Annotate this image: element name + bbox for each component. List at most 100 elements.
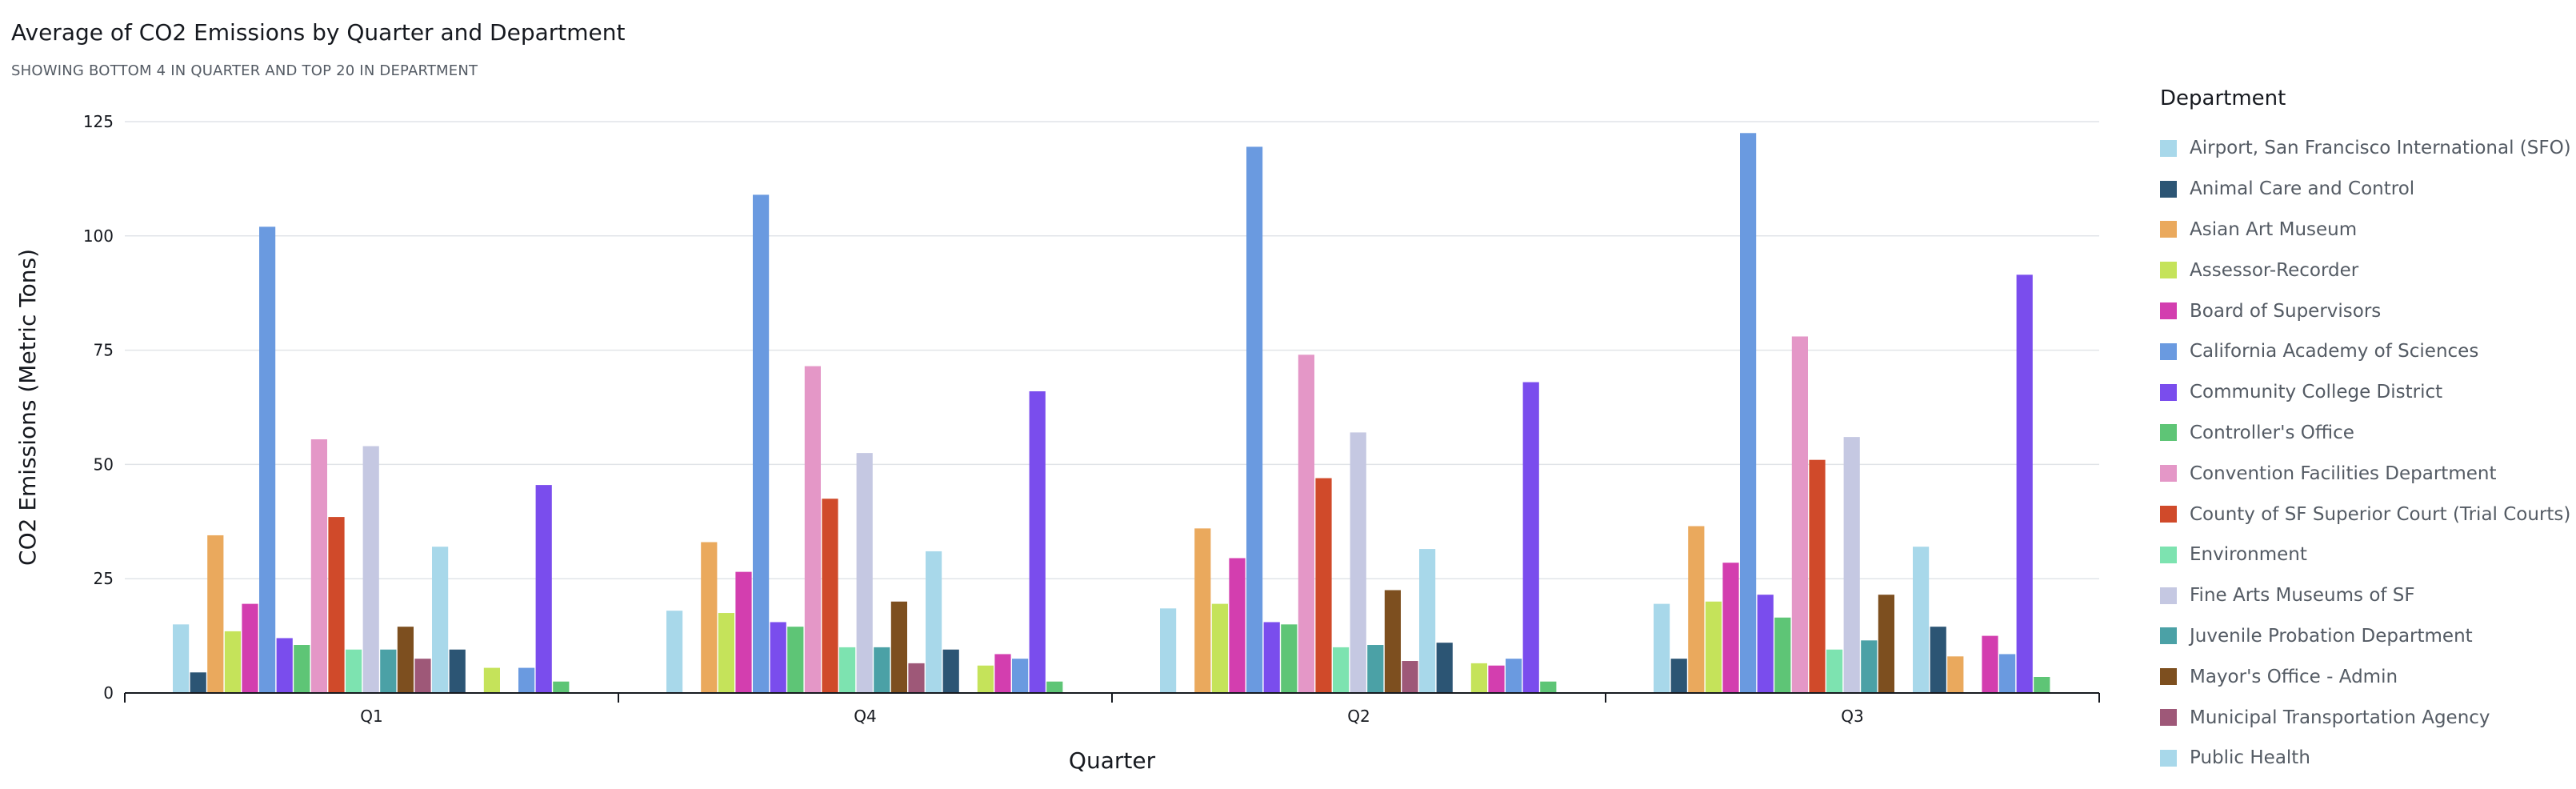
bar[interactable]	[518, 667, 535, 693]
bar[interactable]	[242, 603, 258, 693]
legend-item[interactable]: Community College District	[2160, 372, 2568, 413]
bar[interactable]	[1281, 624, 1298, 693]
bar[interactable]	[190, 672, 206, 693]
bar[interactable]	[207, 535, 224, 693]
bar[interactable]	[414, 659, 431, 693]
legend-item[interactable]: Airport, San Francisco International (SF…	[2160, 128, 2571, 169]
bar[interactable]	[362, 446, 379, 693]
legend-item[interactable]: California Academy of Sciences	[2160, 331, 2568, 372]
bar[interactable]	[1791, 336, 1808, 693]
bar[interactable]	[276, 638, 293, 693]
bar[interactable]	[804, 366, 821, 693]
bar[interactable]	[839, 647, 856, 693]
bar[interactable]	[173, 624, 190, 693]
bar[interactable]	[1670, 659, 1687, 693]
bar[interactable]	[1046, 681, 1063, 693]
bar[interactable]	[890, 601, 907, 693]
bar[interactable]	[977, 665, 994, 693]
legend-item[interactable]: Public Health	[2160, 738, 2568, 779]
legend-item[interactable]: Controller's Office	[2160, 413, 2568, 454]
bar[interactable]	[224, 631, 241, 693]
bar[interactable]	[259, 226, 276, 694]
bar[interactable]	[1913, 547, 1930, 693]
bar[interactable]	[1757, 595, 1774, 693]
legend-item[interactable]: Board of Supervisors	[2160, 290, 2568, 331]
bar[interactable]	[535, 485, 552, 693]
bar[interactable]	[908, 663, 925, 693]
bar[interactable]	[483, 667, 500, 693]
bar[interactable]	[1298, 354, 1314, 693]
bar[interactable]	[1826, 649, 1843, 693]
bar[interactable]	[1367, 645, 1384, 693]
bar[interactable]	[926, 551, 942, 693]
bar[interactable]	[1878, 595, 1894, 693]
bar[interactable]	[1012, 659, 1029, 693]
bar[interactable]	[1843, 437, 1860, 693]
bar[interactable]	[1654, 603, 1670, 693]
bar[interactable]	[1861, 640, 1878, 693]
bar[interactable]	[942, 649, 959, 693]
bar[interactable]	[787, 627, 804, 693]
legend-item[interactable]: Convention Facilities Department	[2160, 453, 2568, 494]
bar[interactable]	[1211, 603, 1228, 693]
bar[interactable]	[1402, 661, 1418, 693]
bar[interactable]	[328, 517, 345, 693]
bar[interactable]	[1488, 665, 1505, 693]
bar[interactable]	[1506, 659, 1522, 693]
bar[interactable]	[753, 194, 770, 694]
bar[interactable]	[2034, 677, 2050, 693]
bar[interactable]	[874, 647, 890, 693]
legend-item[interactable]: Assessor-Recorder	[2160, 250, 2568, 290]
bar[interactable]	[449, 649, 466, 693]
bar[interactable]	[310, 439, 327, 693]
bar[interactable]	[718, 613, 734, 693]
bar[interactable]	[1930, 627, 1946, 693]
bar[interactable]	[397, 627, 414, 693]
legend-item[interactable]: County of SF Superior Court (Trial Court…	[2160, 494, 2570, 535]
bar[interactable]	[294, 645, 310, 693]
bar[interactable]	[1982, 635, 1998, 693]
bar[interactable]	[735, 571, 752, 693]
bar[interactable]	[1194, 528, 1211, 693]
legend-item[interactable]: Environment	[2160, 535, 2568, 575]
bar[interactable]	[346, 649, 362, 693]
bar[interactable]	[1350, 432, 1366, 693]
bar[interactable]	[1705, 601, 1722, 693]
bar[interactable]	[1229, 558, 1246, 693]
bar[interactable]	[1470, 663, 1487, 693]
legend-item[interactable]: Asian Art Museum	[2160, 210, 2568, 250]
bar[interactable]	[856, 453, 873, 693]
bar[interactable]	[1246, 146, 1263, 693]
bar[interactable]	[1740, 133, 1757, 693]
bar[interactable]	[822, 499, 838, 693]
bar[interactable]	[1263, 622, 1280, 693]
bar[interactable]	[1947, 656, 1964, 693]
bar[interactable]	[1540, 681, 1557, 693]
bar[interactable]	[1315, 478, 1332, 693]
bar[interactable]	[1774, 617, 1791, 693]
legend-item[interactable]: Municipal Transportation Agency	[2160, 697, 2568, 738]
legend-item[interactable]: Mayor's Office - Admin	[2160, 656, 2568, 697]
legend-item[interactable]: Fine Arts Museums of SF	[2160, 575, 2568, 616]
bar[interactable]	[1029, 391, 1046, 693]
legend-item[interactable]: Animal Care and Control	[2160, 169, 2568, 210]
bar[interactable]	[994, 654, 1011, 693]
bar[interactable]	[1688, 526, 1705, 693]
bar[interactable]	[380, 649, 397, 693]
bar[interactable]	[701, 542, 718, 693]
bar[interactable]	[1436, 643, 1453, 693]
bar[interactable]	[1333, 647, 1350, 693]
bar[interactable]	[1722, 563, 1739, 693]
legend-item[interactable]: Juvenile Probation Department	[2160, 616, 2568, 657]
bar[interactable]	[1809, 459, 1826, 693]
bar[interactable]	[1419, 549, 1436, 693]
bar[interactable]	[432, 547, 449, 693]
bar[interactable]	[1160, 608, 1177, 693]
bar[interactable]	[1384, 590, 1401, 693]
bar[interactable]	[2016, 274, 2033, 693]
bar[interactable]	[666, 611, 683, 693]
bar[interactable]	[553, 681, 570, 693]
bar[interactable]	[770, 622, 786, 693]
bar[interactable]	[1999, 654, 2016, 693]
bar[interactable]	[1522, 382, 1539, 693]
